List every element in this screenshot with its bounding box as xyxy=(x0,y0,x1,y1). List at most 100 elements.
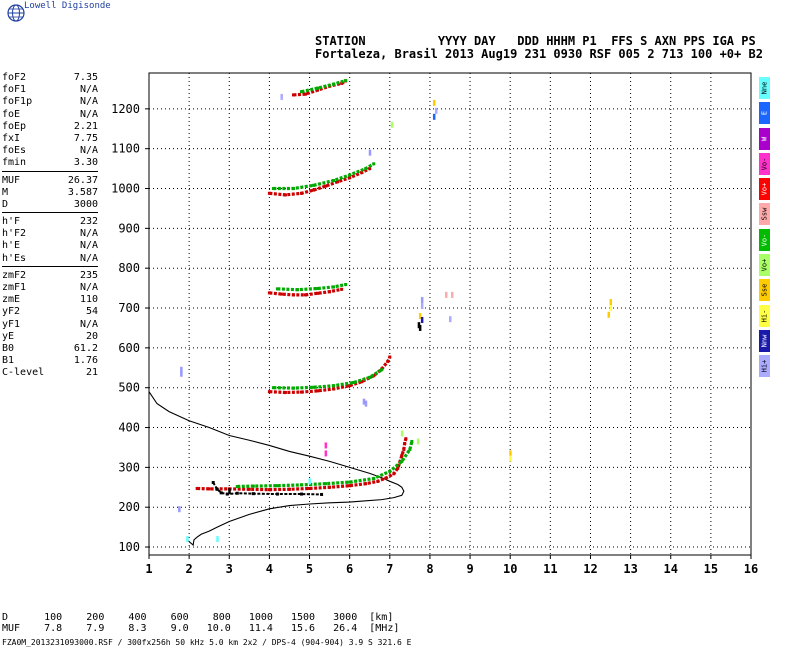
param-value: 235 xyxy=(79,269,98,281)
param-key: B0 xyxy=(2,342,15,354)
param-value: 26.37 xyxy=(67,174,98,186)
scatter-echo xyxy=(308,478,312,485)
param-group: zmF2 235 zmF1 N/A zmE 110 yF2 54 yF1 N/A yE 20 B0 61.… xyxy=(2,270,98,381)
param-key: D xyxy=(2,198,9,210)
echo-trace xyxy=(273,368,383,390)
header-line-values: Fortaleza, Brasil 2013 Aug19 231 0930 RS… xyxy=(315,47,763,61)
param-row: foE N/A xyxy=(2,109,98,121)
x-tick-label: 4 xyxy=(266,562,273,576)
scatter-echo xyxy=(228,488,231,495)
legend-label: Vo+ xyxy=(760,258,768,272)
echo-point xyxy=(287,487,291,491)
echo-point xyxy=(316,287,320,291)
echo-point xyxy=(348,484,352,488)
echo-point xyxy=(352,381,356,385)
param-key: h'F xyxy=(2,216,21,228)
echo-point xyxy=(344,79,348,83)
echo-point xyxy=(215,487,219,491)
x-tick-label: 7 xyxy=(386,562,393,576)
echo-point xyxy=(336,180,340,184)
echo-point xyxy=(372,162,376,166)
echo-point xyxy=(291,187,295,191)
echo-point xyxy=(324,482,328,486)
param-key: fmin xyxy=(2,157,27,169)
param-value: 21 xyxy=(85,367,98,379)
param-value: N/A xyxy=(79,84,98,96)
echo-point xyxy=(380,368,384,372)
scatter-echo xyxy=(434,107,438,114)
echo-point xyxy=(271,386,275,390)
param-row: fmin 3.30 xyxy=(2,157,98,169)
echo-point xyxy=(300,492,304,496)
y-tick-label: 1200 xyxy=(111,102,140,116)
x-tick-label: 11 xyxy=(543,562,557,576)
echo-point xyxy=(392,472,396,476)
echo-point xyxy=(304,293,308,297)
param-row: yF1 N/A xyxy=(2,319,98,331)
echo-point xyxy=(368,375,372,379)
echo-point xyxy=(211,481,215,485)
param-group: MUF 26.37 M 3.587 D 3000 xyxy=(2,175,98,214)
legend-label: Ssw xyxy=(760,208,768,221)
param-value: 110 xyxy=(79,294,98,306)
echo-point xyxy=(312,385,316,389)
scatter-echo xyxy=(186,536,189,543)
legend-label: W xyxy=(760,136,768,141)
param-value: N/A xyxy=(79,108,98,120)
echo-point xyxy=(275,484,279,488)
param-value: 2.21 xyxy=(73,120,98,132)
scatter-echo xyxy=(420,303,424,310)
param-row: B1 1.76 xyxy=(2,355,98,367)
echo-trace xyxy=(237,441,414,489)
echo-point xyxy=(364,167,368,171)
echo-point xyxy=(408,447,412,451)
param-row: foF1 N/A xyxy=(2,84,98,96)
echo-point xyxy=(251,484,255,488)
y-tick-label: 800 xyxy=(118,261,140,275)
legend-item: Vo+ xyxy=(759,178,770,201)
y-tick-label: 1000 xyxy=(111,182,140,196)
param-key: B1 xyxy=(2,355,15,367)
echo-point xyxy=(295,288,299,292)
echo-point xyxy=(376,479,380,483)
echo-point xyxy=(300,90,304,94)
param-row: h'E N/A xyxy=(2,240,98,252)
legend-item: W xyxy=(759,127,770,150)
legend-item: Sse xyxy=(759,279,770,302)
echo-point xyxy=(388,355,392,359)
legend-item: Vo- xyxy=(759,228,770,251)
param-row: foEp 2.21 xyxy=(2,121,98,133)
echo-point xyxy=(225,492,229,496)
param-value: N/A xyxy=(79,96,98,108)
echo-point xyxy=(291,386,295,390)
legend-item: Vo+ xyxy=(759,254,770,277)
echo-point xyxy=(235,491,239,495)
echo-point xyxy=(396,466,400,470)
echo-point xyxy=(267,390,271,394)
echo-point xyxy=(195,486,199,490)
x-tick-label: 13 xyxy=(623,562,637,576)
echo-point xyxy=(410,439,414,443)
param-key: h'F2 xyxy=(2,228,27,240)
echo-point xyxy=(332,285,336,289)
param-value: 3.587 xyxy=(67,186,98,198)
echo-point xyxy=(328,485,332,489)
legend-item: E xyxy=(759,102,770,125)
echo-point xyxy=(316,88,320,92)
legend-label: Sse xyxy=(760,284,768,297)
param-key: foF2 xyxy=(2,72,27,83)
echo-point xyxy=(400,459,404,463)
echo-point xyxy=(300,483,304,487)
scatter-echo xyxy=(416,438,420,445)
muf-frequency-row: MUF 7.8 7.9 8.3 9.0 10.0 11.4 15.6 26.4 … xyxy=(2,623,400,634)
param-key: h'E xyxy=(2,240,21,252)
param-row: h'F2 N/A xyxy=(2,228,98,240)
x-tick-label: 8 xyxy=(426,562,433,576)
param-value: N/A xyxy=(79,282,98,293)
param-value: 54 xyxy=(85,306,98,318)
param-row: MUF 26.37 xyxy=(2,175,98,187)
echo-trace xyxy=(277,282,346,292)
param-row: zmF1 N/A xyxy=(2,282,98,294)
globe-logo-icon xyxy=(7,4,25,22)
